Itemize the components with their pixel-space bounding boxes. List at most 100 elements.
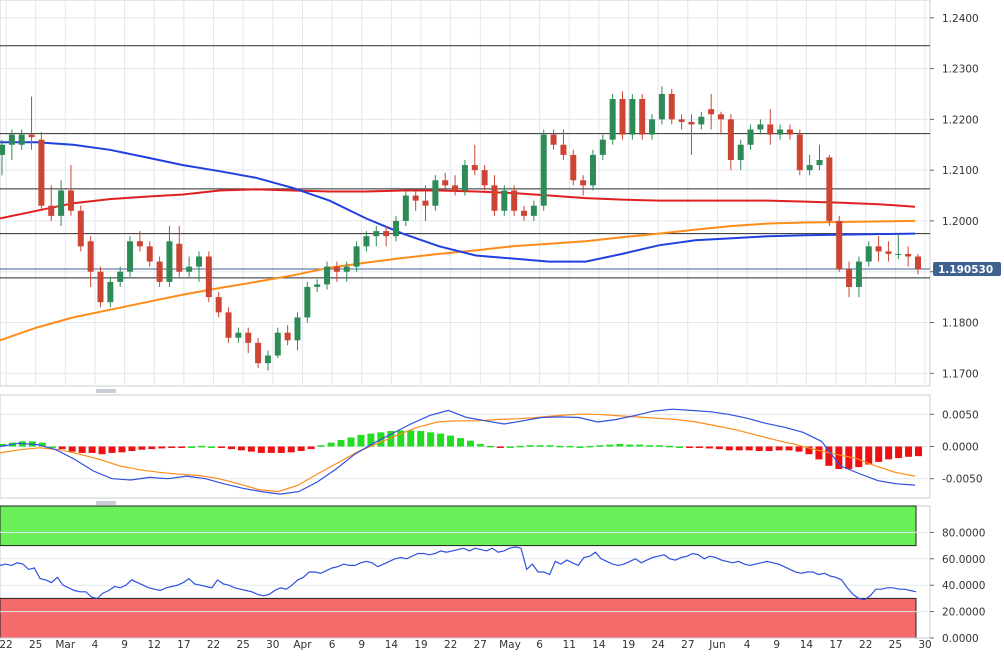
candle-up xyxy=(107,281,114,303)
x-tick-label: 22 xyxy=(859,639,872,651)
macd-bar-negative xyxy=(875,446,883,462)
macd-bar-negative xyxy=(745,446,753,451)
candle-up xyxy=(274,332,281,356)
candle-down xyxy=(767,124,774,135)
macd-bar-negative xyxy=(68,446,76,452)
candle-down xyxy=(87,241,94,272)
candle-down xyxy=(678,119,685,122)
price-tick-label: 1.2000 xyxy=(942,216,979,228)
candle-up xyxy=(117,271,124,282)
candle-up xyxy=(324,266,331,285)
candle-down xyxy=(796,134,803,171)
macd-bar-positive xyxy=(397,430,405,447)
x-tick-label: 14 xyxy=(592,639,606,651)
candle-down xyxy=(846,269,853,287)
macd-bar-positive xyxy=(337,440,345,447)
candle-up xyxy=(58,190,65,216)
candle-up xyxy=(294,317,301,341)
panel-splitter-2[interactable] xyxy=(96,501,116,505)
macd-bar-positive xyxy=(347,437,355,447)
x-tick-label: 9 xyxy=(773,639,780,651)
macd-bar-negative xyxy=(178,446,186,448)
candle-down xyxy=(205,256,212,298)
macd-bar-positive xyxy=(556,445,564,448)
candle-down xyxy=(225,312,232,338)
macd-bar-negative xyxy=(128,446,136,452)
macd-bar-positive xyxy=(476,443,484,447)
candle-up xyxy=(698,116,705,125)
macd-bar-positive xyxy=(536,445,544,447)
macd-bar-negative xyxy=(686,446,693,448)
macd-bar-positive xyxy=(437,433,445,447)
rsi-axis: 80.0000 60.0000 40.0000 20.0000 0.0000 xyxy=(930,527,985,645)
candle-up xyxy=(0,144,5,155)
candle-down xyxy=(885,251,892,254)
candle-down xyxy=(511,190,518,211)
macd-bar-negative xyxy=(98,446,106,455)
macd-bar-negative xyxy=(118,446,126,453)
candle-up xyxy=(816,159,823,166)
macd-bar-positive xyxy=(606,444,614,447)
macd-bar-positive xyxy=(526,445,534,447)
x-tick-label: 27 xyxy=(681,639,694,651)
price-panel[interactable] xyxy=(0,0,931,638)
macd-bar-negative xyxy=(307,446,315,450)
price-tick-label: 1.2200 xyxy=(942,114,979,126)
candle-up xyxy=(127,241,134,272)
rsi-panel[interactable] xyxy=(0,505,931,639)
macd-bar-positive xyxy=(466,440,474,447)
candle-down xyxy=(67,190,74,211)
x-tick-label: May xyxy=(499,639,521,651)
x-tick-label: Apr xyxy=(293,639,312,651)
candle-up xyxy=(304,286,311,318)
macd-bar-positive xyxy=(188,446,196,448)
x-tick-label: 14 xyxy=(800,639,814,651)
x-tick-label: 4 xyxy=(92,639,99,651)
macd-bar-negative xyxy=(785,446,793,451)
macd-bar-negative xyxy=(885,446,893,460)
macd-bar-negative xyxy=(755,446,763,452)
macd-signal-line xyxy=(0,413,916,493)
x-tick-label: 9 xyxy=(358,639,365,651)
candle-up xyxy=(264,355,271,364)
candle-up xyxy=(432,180,439,206)
macd-bar-negative xyxy=(905,446,913,457)
candle-up xyxy=(599,139,606,155)
price-tick-label: 1.2100 xyxy=(942,165,979,177)
x-tick-label: 30 xyxy=(266,639,279,651)
macd-bar-negative xyxy=(267,446,275,453)
macd-bar-negative xyxy=(287,446,295,453)
candle-up xyxy=(353,246,360,267)
macd-bar-positive xyxy=(208,446,216,448)
rsi-tick-label: 0.0000 xyxy=(942,633,979,645)
macd-panel[interactable] xyxy=(0,394,931,499)
x-tick-label: 9 xyxy=(121,639,128,651)
candle-up xyxy=(373,231,380,237)
candle-up xyxy=(166,241,173,282)
macd-bar-positive xyxy=(198,445,206,448)
candle-up xyxy=(343,266,350,272)
macd-bar-positive xyxy=(367,433,375,447)
macd-bar-negative xyxy=(825,446,833,466)
macd-bar-positive xyxy=(407,430,415,447)
candle-up xyxy=(609,99,616,140)
panel-splitter-1[interactable] xyxy=(96,389,116,393)
macd-bar-negative xyxy=(865,446,873,465)
candle-up xyxy=(363,236,370,247)
current-price-box xyxy=(933,262,1001,277)
candle-down xyxy=(521,210,528,216)
candle-up xyxy=(589,154,596,186)
candle-up xyxy=(658,93,665,120)
candle-up xyxy=(737,144,744,160)
macd-bar-positive xyxy=(636,444,644,447)
candle-up xyxy=(461,165,468,191)
x-tick-label: 19 xyxy=(622,639,635,651)
candle-down xyxy=(905,253,912,257)
current-price-label: 1.190530 xyxy=(938,264,993,276)
price-tick-label: 1.2400 xyxy=(942,13,979,25)
macd-bar-negative xyxy=(88,446,96,453)
candle-down xyxy=(28,134,35,138)
macd-tick-label: 0.0000 xyxy=(942,442,979,454)
x-tick-label: 17 xyxy=(177,639,190,651)
